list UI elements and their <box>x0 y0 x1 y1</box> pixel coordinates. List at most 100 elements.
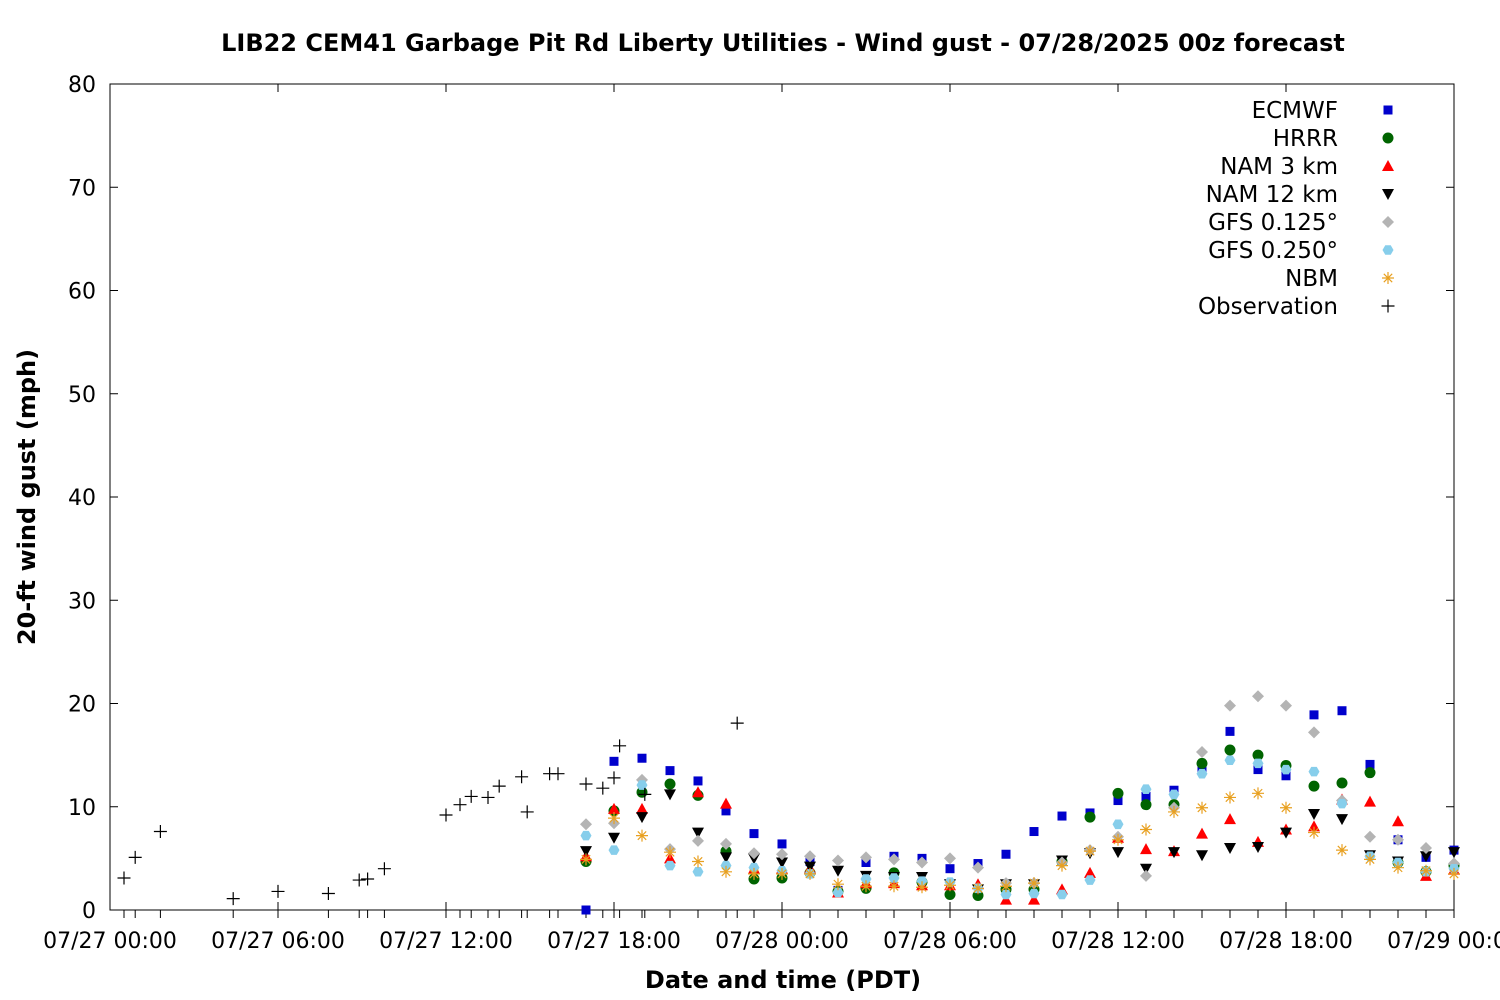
data-point-ecmwf <box>1365 759 1375 769</box>
data-point-gfs-0-250 <box>580 830 592 841</box>
data-point-nam-3-km <box>692 786 704 798</box>
data-point-observation <box>481 790 495 804</box>
legend-item-hrrr: HRRR <box>1273 126 1394 152</box>
data-point-gfs-0-250 <box>916 876 928 886</box>
data-point-observation <box>520 805 534 819</box>
y-tick-label: 40 <box>68 486 96 511</box>
data-point-hrrr <box>1196 757 1208 769</box>
data-point-gfs-0-125 <box>1420 842 1432 855</box>
data-point-nam-3-km <box>636 802 648 814</box>
data-point-nbm <box>1140 823 1152 836</box>
series-nam-3-km <box>580 786 1460 905</box>
data-point-nam-3-km <box>1224 813 1236 825</box>
data-point-nbm <box>776 867 788 880</box>
data-point-nbm <box>1448 867 1460 880</box>
data-point-observation <box>377 862 391 876</box>
series-hrrr <box>580 744 1460 902</box>
data-point-hrrr <box>664 778 676 790</box>
data-point-nam-3-km <box>1028 893 1040 905</box>
data-point-ecmwf <box>1281 771 1291 781</box>
data-point-observation <box>551 767 565 781</box>
data-point-gfs-0-250 <box>1168 789 1180 800</box>
legend-label: Observation <box>1198 294 1338 320</box>
x-tick-label: 07/27 06:00 <box>211 929 345 954</box>
series-observation <box>117 716 744 906</box>
data-point-observation <box>439 808 453 822</box>
data-point-nbm <box>580 853 592 866</box>
legend-marker-observation <box>1381 299 1395 313</box>
data-point-nbm <box>720 865 732 878</box>
data-point-gfs-0-250 <box>1280 764 1292 775</box>
data-point-nam-3-km <box>1084 866 1096 878</box>
data-point-ecmwf <box>1309 710 1319 720</box>
data-point-observation <box>607 771 621 785</box>
data-point-nam-12-km <box>1140 863 1152 875</box>
data-point-gfs-0-125 <box>1224 699 1236 712</box>
data-point-nam-12-km <box>1224 843 1236 855</box>
x-tick-label: 07/29 00:00 <box>1387 929 1500 954</box>
data-point-nbm <box>1028 877 1040 890</box>
data-point-ecmwf <box>777 839 787 849</box>
data-point-observation <box>613 739 627 753</box>
data-point-nam-12-km <box>1336 814 1348 826</box>
data-point-gfs-0-125 <box>1392 833 1404 846</box>
series-ecmwf <box>581 706 1459 915</box>
data-point-nbm <box>804 867 816 880</box>
legend-label: NAM 12 km <box>1206 182 1338 208</box>
data-point-gfs-0-125 <box>692 834 704 847</box>
data-point-observation <box>492 779 506 793</box>
data-point-ecmwf <box>609 756 619 766</box>
legend-item-observation: Observation <box>1198 294 1395 320</box>
data-point-hrrr <box>1308 780 1320 792</box>
series-nam-12-km <box>580 789 1460 896</box>
data-point-gfs-0-250 <box>860 874 872 884</box>
data-point-nbm <box>888 880 900 893</box>
data-point-nbm <box>1196 801 1208 814</box>
legend-marker-nbm <box>1382 272 1394 284</box>
legend-item-nam-3-km: NAM 3 km <box>1220 154 1394 180</box>
legend-label: GFS 0.250° <box>1208 238 1338 264</box>
plot-frame <box>109 83 1455 911</box>
data-point-nam-12-km <box>1196 850 1208 862</box>
data-point-observation <box>361 872 375 886</box>
y-axis-label: 20-ft wind gust (mph) <box>13 349 41 645</box>
data-point-nam-3-km <box>1392 815 1404 827</box>
data-point-nam-12-km <box>804 861 816 873</box>
y-tick-label: 50 <box>68 383 96 408</box>
data-point-nbm <box>692 855 704 868</box>
data-point-gfs-0-250 <box>1252 758 1264 769</box>
data-point-gfs-0-250 <box>1336 798 1348 809</box>
data-point-gfs-0-250 <box>1112 819 1124 830</box>
data-point-gfs-0-250 <box>608 845 620 855</box>
data-point-gfs-0-250 <box>664 860 676 871</box>
chart-title: LIB22 CEM41 Garbage Pit Rd Liberty Utili… <box>221 29 1345 57</box>
data-point-nbm <box>1336 844 1348 857</box>
data-point-nbm <box>1252 787 1264 800</box>
legend-item-ecmwf: ECMWF <box>1252 98 1393 124</box>
data-point-ecmwf <box>1001 849 1011 859</box>
data-point-nam-3-km <box>1140 843 1152 855</box>
data-point-gfs-0-125 <box>944 852 956 865</box>
legend-marker-hrrr <box>1382 132 1394 144</box>
data-point-ecmwf <box>581 905 591 915</box>
data-point-nam-3-km <box>1364 795 1376 807</box>
series-nbm <box>580 787 1460 895</box>
tick-labels: 0 10 20 30 40 50 60 70 80 07/27 00:00 07/27 06:00 0… <box>43 73 1500 954</box>
data-point-nbm <box>916 881 928 894</box>
data-point-gfs-0-250 <box>1028 888 1040 899</box>
data-point-observation <box>453 798 467 812</box>
data-point-nam-3-km <box>1196 827 1208 839</box>
data-point-nam-12-km <box>664 789 676 801</box>
data-point-gfs-0-125 <box>888 853 900 866</box>
data-point-gfs-0-125 <box>720 837 732 850</box>
data-point-observation <box>352 873 366 887</box>
data-point-observation <box>153 825 167 839</box>
data-point-nam-12-km <box>1308 808 1320 820</box>
data-point-observation <box>638 787 652 801</box>
legend-label: NAM 3 km <box>1220 154 1338 180</box>
data-point-gfs-0-125 <box>776 848 788 861</box>
data-point-nam-3-km <box>720 797 732 809</box>
x-tick-label: 07/28 18:00 <box>1219 929 1353 954</box>
data-point-ecmwf <box>749 829 759 839</box>
data-point-ecmwf <box>1057 811 1067 821</box>
